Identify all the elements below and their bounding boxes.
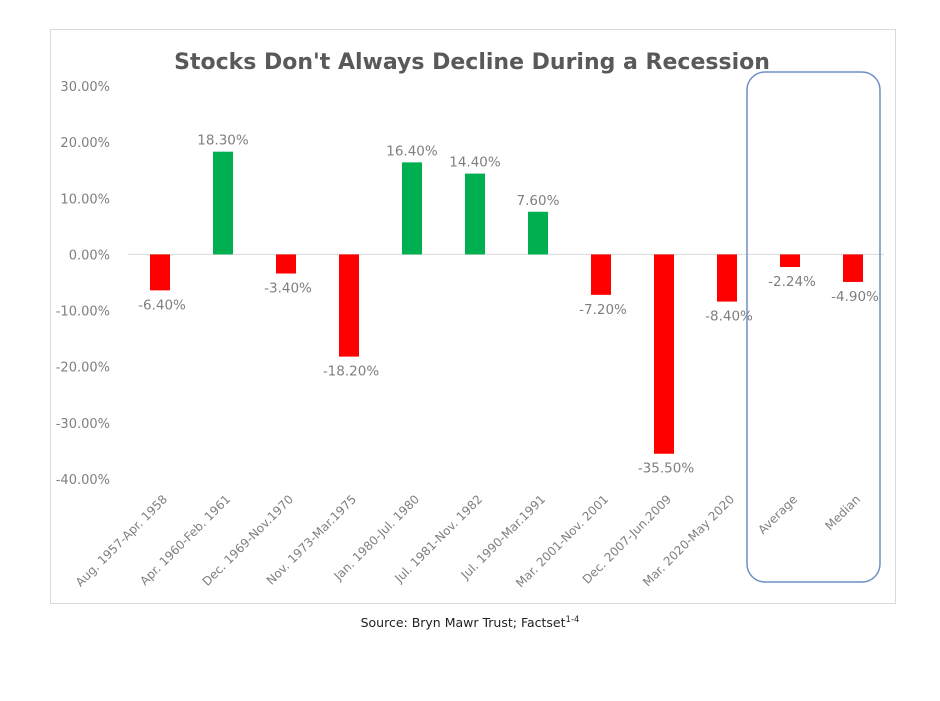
average-median-highlight-box xyxy=(746,71,881,583)
y-tick-label: -10.00% xyxy=(56,305,110,320)
y-tick-label: -30.00% xyxy=(56,417,110,432)
data-labels-group: -6.40% 18.30% -3.40% -18.20% 16.40% 14.40% 7.6… xyxy=(138,133,879,477)
data-label: 14.40% xyxy=(449,155,501,171)
bar xyxy=(339,254,359,357)
category-label: Median xyxy=(822,492,863,533)
bar xyxy=(717,254,737,302)
bar xyxy=(276,254,296,274)
data-label: 18.30% xyxy=(197,133,249,149)
data-label: -7.20% xyxy=(579,302,627,318)
data-label: -18.20% xyxy=(323,364,380,380)
y-tick-label: -20.00% xyxy=(56,361,110,376)
data-label: -2.24% xyxy=(768,274,816,290)
data-label: -35.50% xyxy=(638,461,695,477)
chart-frame xyxy=(50,29,896,604)
bar xyxy=(213,151,233,255)
source-text: Source: Bryn Mawr Trust; Factset xyxy=(360,615,566,631)
y-tick-label: 0.00% xyxy=(69,248,110,263)
y-axis: 30.00% 20.00% 10.00% 0.00% -10.00% -20.00% -30… xyxy=(56,80,110,488)
bar xyxy=(843,254,863,282)
bar xyxy=(402,162,422,255)
chart-title: Stocks Don't Always Decline During a Rec… xyxy=(174,50,770,75)
data-label: -8.40% xyxy=(705,309,753,325)
bar xyxy=(465,173,485,255)
category-label: Average xyxy=(755,492,800,537)
data-label: 7.60% xyxy=(517,193,560,209)
y-tick-label: 20.00% xyxy=(60,136,110,151)
data-label: -4.90% xyxy=(831,289,879,305)
bar xyxy=(528,211,548,255)
source-superscript: 1-4 xyxy=(565,615,580,625)
y-tick-label: 30.00% xyxy=(60,80,110,95)
data-label: -3.40% xyxy=(264,281,312,297)
y-tick-label: -40.00% xyxy=(56,473,110,488)
bar xyxy=(780,254,800,268)
y-tick-label: 10.00% xyxy=(60,192,110,207)
data-label: -6.40% xyxy=(138,297,186,313)
bars-group xyxy=(150,151,863,454)
source-note: Source: Bryn Mawr Trust; Factset1-4 xyxy=(0,615,940,630)
bar xyxy=(150,254,170,291)
bar xyxy=(591,254,611,295)
data-label: 16.40% xyxy=(386,143,438,159)
bar xyxy=(654,254,674,454)
